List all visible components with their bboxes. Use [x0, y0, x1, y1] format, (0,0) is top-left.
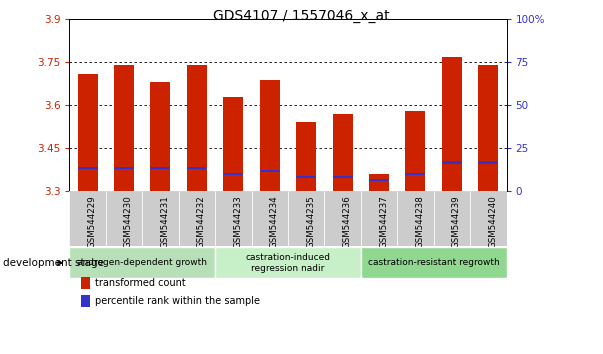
- Bar: [142, 191, 178, 246]
- Bar: [333, 114, 353, 191]
- Bar: [405, 173, 426, 175]
- Bar: [369, 178, 389, 181]
- Text: GSM544233: GSM544233: [233, 195, 242, 248]
- Bar: [260, 80, 280, 191]
- Bar: [442, 161, 462, 164]
- Bar: [106, 191, 142, 246]
- Text: GSM544232: GSM544232: [197, 195, 206, 248]
- Text: GSM544239: GSM544239: [452, 195, 461, 248]
- Bar: [178, 191, 215, 246]
- Bar: [288, 191, 324, 246]
- Bar: [69, 191, 106, 246]
- Bar: [478, 65, 498, 191]
- Bar: [296, 176, 316, 178]
- Text: GDS4107 / 1557046_x_at: GDS4107 / 1557046_x_at: [213, 9, 390, 23]
- Text: GSM544237: GSM544237: [379, 195, 388, 248]
- Bar: [251, 191, 288, 246]
- Text: development stage: development stage: [3, 258, 104, 268]
- Bar: [223, 97, 243, 191]
- Bar: [114, 167, 134, 170]
- Bar: [78, 167, 98, 170]
- Text: GSM544231: GSM544231: [160, 195, 169, 248]
- FancyBboxPatch shape: [361, 247, 507, 278]
- Text: GSM544229: GSM544229: [87, 195, 96, 248]
- Bar: [260, 170, 280, 172]
- Bar: [215, 191, 251, 246]
- Bar: [405, 111, 426, 191]
- Text: GSM544235: GSM544235: [306, 195, 315, 248]
- Bar: [150, 82, 171, 191]
- FancyBboxPatch shape: [215, 247, 361, 278]
- Bar: [397, 191, 434, 246]
- Text: percentile rank within the sample: percentile rank within the sample: [95, 296, 260, 306]
- Text: GSM544230: GSM544230: [124, 195, 133, 248]
- Text: GSM544236: GSM544236: [343, 195, 352, 248]
- Bar: [78, 74, 98, 191]
- Bar: [187, 167, 207, 170]
- Text: androgen-dependent growth: androgen-dependent growth: [77, 258, 207, 267]
- Bar: [296, 122, 316, 191]
- FancyBboxPatch shape: [69, 247, 215, 278]
- Bar: [333, 176, 353, 178]
- Bar: [470, 191, 507, 246]
- Bar: [434, 191, 470, 246]
- Text: GSM544238: GSM544238: [415, 195, 425, 248]
- Bar: [114, 65, 134, 191]
- Text: GSM544240: GSM544240: [488, 195, 497, 248]
- Bar: [223, 173, 243, 175]
- Bar: [361, 191, 397, 246]
- Bar: [442, 57, 462, 191]
- Bar: [324, 191, 361, 246]
- Text: castration-resistant regrowth: castration-resistant regrowth: [368, 258, 499, 267]
- Text: GSM544234: GSM544234: [270, 195, 279, 248]
- Text: transformed count: transformed count: [95, 278, 186, 288]
- Bar: [150, 167, 171, 170]
- Bar: [478, 161, 498, 164]
- Bar: [369, 174, 389, 191]
- Bar: [187, 65, 207, 191]
- Text: castration-induced
regression nadir: castration-induced regression nadir: [245, 253, 330, 273]
